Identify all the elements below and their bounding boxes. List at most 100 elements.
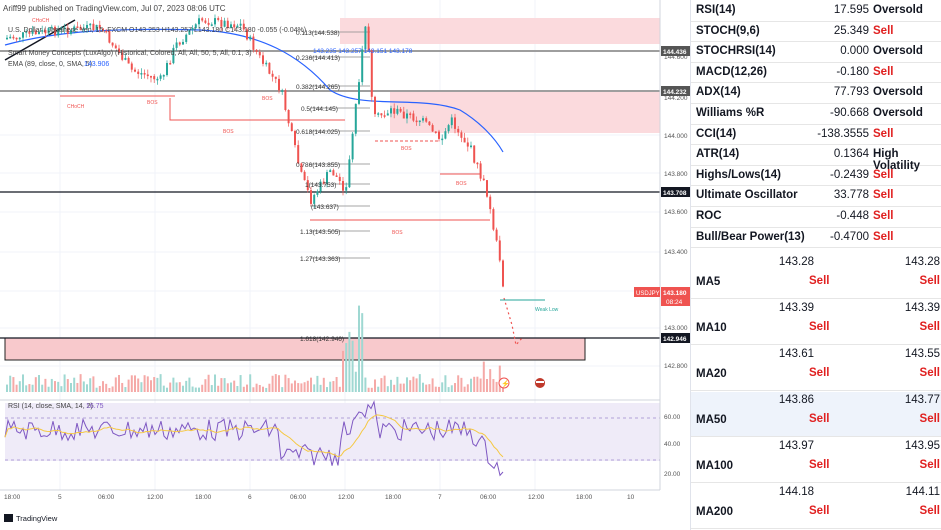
indicator-value: 77.793 (833, 86, 869, 99)
volume-bar (153, 377, 156, 392)
candle-body (476, 162, 479, 165)
volume-bar (54, 381, 56, 392)
indicator-action: Sell (873, 65, 894, 78)
candle-body (204, 20, 207, 23)
candle-body (393, 108, 396, 114)
candle-body (418, 120, 421, 123)
candle-body (335, 175, 338, 177)
candle-body (457, 128, 460, 133)
rsi-tick: 20.00 (664, 471, 681, 478)
time-tick: 18:00 (385, 494, 402, 501)
candle-body (294, 131, 296, 146)
price-chart[interactable]: Ariff99 published on TradingView.com, Ju… (0, 0, 690, 530)
candle-body (271, 73, 274, 77)
volume-bar (422, 382, 424, 392)
candle-body (236, 25, 239, 28)
candle-body (73, 26, 76, 31)
indicator-name: CCI(14) (696, 127, 737, 140)
fib-label: 0.113(144.538) (296, 30, 340, 37)
volume-bar (313, 384, 316, 392)
candle-body (169, 63, 172, 65)
volume-bar (127, 379, 130, 392)
candle-body (214, 18, 216, 25)
indicator-row: MACD(12,26) -0.180 Sell (691, 62, 941, 84)
volume-bar (476, 376, 479, 392)
indicator-value: -90.668 (829, 107, 869, 119)
candle-body (76, 26, 79, 28)
volume-bar (210, 385, 213, 392)
publisher-text: Ariff99 published on TradingView.com, Ju… (3, 4, 226, 13)
candle-body (22, 32, 24, 38)
volume-bar (201, 384, 204, 392)
ema-value: 143.906 (84, 61, 109, 68)
volume-bar (470, 378, 472, 392)
volume-bar (198, 387, 200, 392)
candle-body (383, 115, 386, 117)
candle-body (290, 123, 293, 132)
volume-bar (460, 377, 463, 392)
volume-bar (498, 365, 501, 392)
rsi-line (4, 400, 504, 477)
time-tick: 12:00 (528, 494, 545, 501)
tradingview-logo-icon[interactable] (4, 514, 13, 522)
volume-bar (162, 385, 165, 392)
volume-bar (367, 387, 370, 392)
volume-bar (70, 382, 72, 392)
fib-label: 0.5(144.145) (301, 106, 338, 113)
volume-bar (438, 386, 440, 392)
volume-bar (60, 386, 63, 392)
choch-label: CHoCH (32, 18, 50, 24)
candle-body (201, 18, 204, 21)
candle-body (18, 37, 21, 40)
volume-bar (146, 376, 149, 392)
volume-bars (6, 305, 504, 392)
volume-bar (316, 375, 319, 392)
candle-body (38, 31, 40, 35)
volume-bar (134, 375, 136, 392)
ma-simple-action: Sell (809, 321, 830, 333)
volume-bar (278, 375, 280, 392)
volume-bar (380, 378, 383, 392)
volume-bar (370, 387, 373, 392)
ma-simple-action: Sell (809, 367, 830, 379)
symbol-line: U.S. Dollar / Japanese Yen, 15, FXCM O14… (8, 27, 306, 34)
volume-bar (258, 384, 261, 392)
ma-simple-action: Sell (809, 413, 830, 425)
candle-body (162, 75, 165, 77)
tradingview-logo-text[interactable]: TradingView (16, 514, 58, 523)
ma-exp-value: 143.77 (904, 394, 940, 406)
candle-body (134, 69, 136, 72)
ma-simple-value: 143.39 (778, 302, 814, 314)
time-tick: 06:00 (480, 494, 497, 501)
volume-bar (428, 384, 431, 392)
candle-body (470, 145, 472, 148)
candle-body (482, 178, 485, 181)
ma-name: MA5 (696, 276, 721, 288)
trendline[interactable] (4, 19, 76, 61)
candle-body (185, 34, 188, 42)
ma-simple-action: Sell (809, 505, 830, 517)
rsi-label: RSI (14, close, SMA, 14, 2) (8, 403, 93, 410)
candle-body (447, 125, 450, 132)
ma-exp-value: 143.39 (904, 302, 940, 314)
candle-body (502, 260, 504, 287)
rsi-tick: 60.00 (664, 414, 681, 421)
indicator-name: Highs/Lows(14) (696, 168, 781, 181)
volume-bar (274, 374, 277, 392)
volume-bar (326, 387, 328, 392)
volume-bar (457, 375, 460, 392)
volume-bar (178, 382, 181, 392)
volume-bar (418, 374, 421, 392)
candle-body (226, 20, 229, 28)
chart-canvas[interactable]: Ariff99 published on TradingView.com, Ju… (0, 0, 690, 530)
ma-exp-value: 143.95 (904, 440, 940, 452)
indicator-value: -0.180 (836, 65, 869, 78)
candle-body (66, 27, 69, 34)
price-badge-text: 144.232 (663, 89, 687, 96)
volume-bar (223, 378, 226, 392)
volume-bar (63, 374, 66, 392)
countdown-text: 08:24 (666, 299, 683, 306)
lightning-icon[interactable] (498, 377, 510, 389)
candlesticks (6, 14, 504, 288)
moving-average-row: MA20 143.61 Sell 143.55 Sell (691, 346, 941, 392)
